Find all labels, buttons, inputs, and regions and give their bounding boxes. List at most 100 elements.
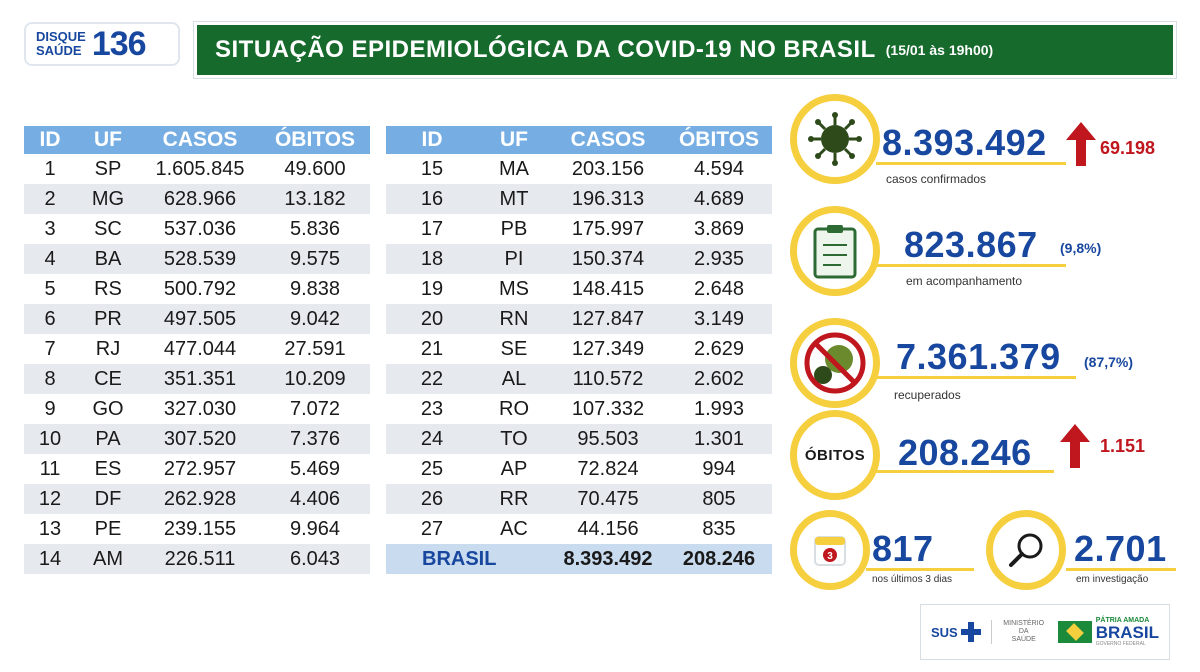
cell-id: 20 bbox=[386, 304, 478, 334]
cell-obitos: 4.594 bbox=[666, 154, 772, 184]
cell-casos: 497.505 bbox=[140, 304, 260, 334]
cell-casos: 95.503 bbox=[550, 424, 666, 454]
cell-id: 23 bbox=[386, 394, 478, 424]
table-row: 24 TO 95.503 1.301 bbox=[386, 424, 772, 454]
cell-id: 24 bbox=[386, 424, 478, 454]
recovered-value: 7.361.379 bbox=[896, 336, 1061, 377]
disque-number: 136 bbox=[91, 24, 147, 63]
cell-obitos: 1.993 bbox=[666, 394, 772, 424]
last3days-value: 817 bbox=[872, 528, 934, 569]
table-row: 2 MG 628.966 13.182 bbox=[24, 184, 370, 214]
cell-id: 14 bbox=[24, 544, 76, 574]
monitoring-caption: em acompanhamento bbox=[906, 274, 1023, 288]
cell-id: 19 bbox=[386, 274, 478, 304]
deaths-delta: 1.151 bbox=[1100, 436, 1146, 456]
title-banner: SITUAÇÃO EPIDEMIOLÓGICA DA COVID-19 NO B… bbox=[193, 21, 1177, 79]
cell-obitos: 2.935 bbox=[666, 244, 772, 274]
col-header-casos: CASOS bbox=[550, 126, 666, 154]
divider bbox=[876, 376, 1076, 379]
cell-casos: 203.156 bbox=[550, 154, 666, 184]
cell-obitos: 10.209 bbox=[260, 364, 370, 394]
cell-casos: 127.349 bbox=[550, 334, 666, 364]
table-row: 16 MT 196.313 4.689 bbox=[386, 184, 772, 214]
cell-casos: 262.928 bbox=[140, 484, 260, 514]
cell-uf: AC bbox=[478, 514, 550, 544]
governo-label: GOVERNO FEDERAL bbox=[1095, 641, 1146, 647]
cell-casos: 307.520 bbox=[140, 424, 260, 454]
cell-id: 1 bbox=[24, 154, 76, 184]
divider bbox=[866, 568, 974, 571]
virus-icon bbox=[790, 94, 880, 184]
cell-uf: PR bbox=[76, 304, 140, 334]
table-row: 25 AP 72.824 994 bbox=[386, 454, 772, 484]
cell-id: 18 bbox=[386, 244, 478, 274]
cell-id: 9 bbox=[24, 394, 76, 424]
monitoring-value: 823.867 bbox=[904, 224, 1038, 265]
calendar-icon: 3 bbox=[790, 510, 870, 590]
table-row: 14 AM 226.511 6.043 bbox=[24, 544, 370, 574]
cell-uf: RR bbox=[478, 484, 550, 514]
confirmed-caption: casos confirmados bbox=[886, 172, 987, 186]
table-row: 20 RN 127.847 3.149 bbox=[386, 304, 772, 334]
cell-id: 4 bbox=[24, 244, 76, 274]
cell-uf: AP bbox=[478, 454, 550, 484]
divider bbox=[876, 470, 1054, 473]
cell-casos: 628.966 bbox=[140, 184, 260, 214]
last3days-caption: nos últimos 3 dias bbox=[872, 574, 953, 585]
recovered-caption: recuperados bbox=[894, 388, 961, 402]
table-row: 19 MS 148.415 2.648 bbox=[386, 274, 772, 304]
disque-saude-logo: DISQUE SAÚDE 136 bbox=[24, 22, 180, 66]
cell-obitos: 6.043 bbox=[260, 544, 370, 574]
cell-obitos: 4.406 bbox=[260, 484, 370, 514]
no-virus-icon bbox=[790, 318, 880, 408]
total-row: BRASIL 8.393.492 208.246 bbox=[386, 544, 772, 574]
table-row: 13 PE 239.155 9.964 bbox=[24, 514, 370, 544]
table-row: 23 RO 107.332 1.993 bbox=[386, 394, 772, 424]
cell-uf: SE bbox=[478, 334, 550, 364]
disque-label: DISQUE bbox=[36, 29, 86, 44]
col-header-obitos: ÓBITOS bbox=[260, 126, 370, 154]
table-row: 9 GO 327.030 7.072 bbox=[24, 394, 370, 424]
cell-id: 25 bbox=[386, 454, 478, 484]
ministerio-line1: MINISTÉRIO DA bbox=[1003, 620, 1045, 635]
cell-obitos: 2.602 bbox=[666, 364, 772, 394]
brasil-logo: PÁTRIA AMADA BRASIL GOVERNO FEDERAL bbox=[1057, 617, 1159, 647]
cell-obitos: 2.629 bbox=[666, 334, 772, 364]
cell-casos: 127.847 bbox=[550, 304, 666, 334]
page-title: SITUAÇÃO EPIDEMIOLÓGICA DA COVID-19 NO B… bbox=[215, 36, 876, 63]
cell-obitos: 835 bbox=[666, 514, 772, 544]
cell-obitos: 9.575 bbox=[260, 244, 370, 274]
table-header-row: ID UF CASOS ÓBITOS bbox=[386, 126, 772, 154]
divider bbox=[876, 264, 1066, 267]
cell-id: 21 bbox=[386, 334, 478, 364]
table-row: 26 RR 70.475 805 bbox=[386, 484, 772, 514]
confirmed-delta: 69.198 bbox=[1100, 138, 1156, 158]
cell-uf: PB bbox=[478, 214, 550, 244]
cell-obitos: 9.042 bbox=[260, 304, 370, 334]
cell-uf: AL bbox=[478, 364, 550, 394]
cell-uf: ES bbox=[76, 454, 140, 484]
cell-uf: DF bbox=[76, 484, 140, 514]
cell-uf: MS bbox=[478, 274, 550, 304]
cell-uf: RN bbox=[478, 304, 550, 334]
cell-casos: 72.824 bbox=[550, 454, 666, 484]
monitoring-pct: (9,8%) bbox=[1060, 240, 1102, 256]
confirmed-value: 8.393.492 bbox=[882, 122, 1047, 163]
magnifier-icon bbox=[986, 510, 1066, 590]
cell-obitos: 4.689 bbox=[666, 184, 772, 214]
cell-obitos: 5.469 bbox=[260, 454, 370, 484]
table-row: 4 BA 528.539 9.575 bbox=[24, 244, 370, 274]
cell-obitos: 3.149 bbox=[666, 304, 772, 334]
table-row: 8 CE 351.351 10.209 bbox=[24, 364, 370, 394]
cell-casos: 327.030 bbox=[140, 394, 260, 424]
cell-uf: MA bbox=[478, 154, 550, 184]
calendar-number: 3 bbox=[827, 551, 833, 562]
recovered-pct: (87,7%) bbox=[1084, 354, 1134, 370]
cell-uf: SC bbox=[76, 214, 140, 244]
cell-casos: 44.156 bbox=[550, 514, 666, 544]
cell-casos: 1.605.845 bbox=[140, 154, 260, 184]
cell-obitos: 9.964 bbox=[260, 514, 370, 544]
cell-id: 26 bbox=[386, 484, 478, 514]
up-arrow-icon bbox=[1060, 424, 1090, 468]
cell-casos: 537.036 bbox=[140, 214, 260, 244]
